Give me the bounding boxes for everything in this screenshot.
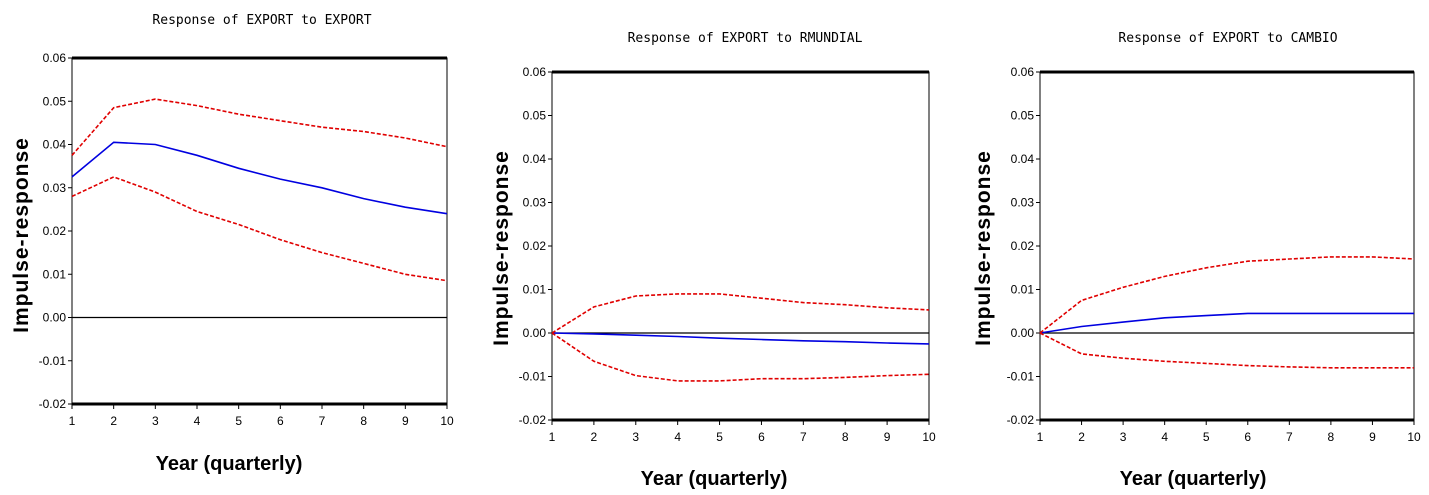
- x-tick-label: 5: [235, 414, 242, 428]
- chart-title: Response of EXPORT to EXPORT: [152, 13, 371, 28]
- chart-title: Response of EXPORT to CAMBIO: [1118, 31, 1337, 46]
- x-tick-label: 1: [69, 414, 76, 428]
- plot-area: 0.06 0.05 0.04 0.03 0.02 0.01 0.00 -0.01 -0.021 2…: [39, 51, 454, 428]
- y-tick-label: 0.00: [43, 311, 67, 325]
- upper-band-line: [1039, 256, 1415, 334]
- y-axis-label: Impulse-response: [490, 150, 513, 346]
- y-tick-label: 0.01: [523, 283, 547, 297]
- plot-frame: [551, 71, 930, 421]
- y-tick-label: 0.00: [523, 326, 547, 340]
- x-tick-label: 10: [1407, 430, 1421, 444]
- y-tick-label: 0.02: [523, 239, 547, 253]
- x-tick-label: 8: [360, 414, 367, 428]
- y-tick-label: 0.06: [43, 51, 67, 65]
- x-axis-label: Year (quarterly): [641, 468, 788, 490]
- y-tick-label: 0.01: [1011, 283, 1035, 297]
- y-tick-label: -0.01: [39, 354, 67, 368]
- x-tick-label: 3: [152, 414, 159, 428]
- plot-frame: [1039, 71, 1415, 421]
- lower-band-line: [551, 332, 930, 382]
- y-tick-label: 0.05: [43, 94, 67, 108]
- x-tick-label: 8: [842, 430, 849, 444]
- x-tick-label: 4: [194, 414, 201, 428]
- y-axis-label: Impulse-response: [10, 137, 33, 333]
- y-axis-label: Impulse-response: [972, 150, 995, 346]
- x-tick-label: 2: [591, 430, 598, 444]
- x-tick-label: 2: [1078, 430, 1085, 444]
- upper-band-line: [551, 293, 930, 334]
- y-tick-label: 0.06: [1011, 65, 1035, 79]
- y-tick-label: 0.05: [1011, 109, 1035, 123]
- y-tick-label: -0.02: [1007, 413, 1035, 427]
- y-tick-label: 0.06: [523, 65, 547, 79]
- chart-title: Response of EXPORT to RMUNDIAL: [628, 31, 863, 46]
- y-tick-label: -0.01: [519, 370, 547, 384]
- lower-band-line: [1039, 332, 1414, 369]
- x-tick-label: 10: [440, 414, 454, 428]
- x-tick-label: 9: [402, 414, 409, 428]
- x-tick-label: 3: [632, 430, 639, 444]
- x-tick-label: 1: [1037, 430, 1044, 444]
- x-tick-label: 6: [277, 414, 284, 428]
- y-tick-label: -0.01: [1007, 370, 1035, 384]
- y-tick-label: 0.04: [43, 138, 67, 152]
- y-tick-label: 0.03: [43, 181, 67, 195]
- y-tick-label: 0.04: [523, 152, 547, 166]
- response-line: [71, 141, 448, 215]
- x-tick-label: 6: [758, 430, 765, 444]
- panel-export-to-export: Response of EXPORT to EXPORT Impulse-res…: [10, 13, 454, 475]
- x-tick-label: 4: [1161, 430, 1168, 444]
- x-tick-label: 7: [800, 430, 807, 444]
- x-tick-label: 4: [674, 430, 681, 444]
- y-tick-label: 0.03: [1011, 196, 1035, 210]
- x-tick-label: 9: [1369, 430, 1376, 444]
- x-tick-label: 7: [1286, 430, 1293, 444]
- panel-export-to-rmundial: Response of EXPORT to RMUNDIAL Impulse-r…: [490, 31, 936, 490]
- y-tick-label: 0.04: [1011, 152, 1035, 166]
- y-tick-label: -0.02: [39, 397, 67, 411]
- x-tick-label: 2: [110, 414, 117, 428]
- x-tick-label: 8: [1328, 430, 1335, 444]
- response-line: [1039, 312, 1414, 334]
- x-tick-label: 1: [549, 430, 556, 444]
- x-tick-label: 5: [716, 430, 723, 444]
- x-axis-label: Year (quarterly): [156, 453, 303, 475]
- x-tick-label: 9: [884, 430, 891, 444]
- y-tick-label: -0.02: [519, 413, 547, 427]
- y-tick-label: 0.01: [43, 267, 67, 281]
- upper-band-line: [71, 98, 448, 156]
- lower-band-line: [71, 176, 448, 282]
- plot-frame: [71, 57, 448, 405]
- response-line: [551, 332, 930, 345]
- panel-export-to-cambio: Response of EXPORT to CAMBIO Impulse-res…: [972, 31, 1421, 490]
- x-tick-label: 6: [1244, 430, 1251, 444]
- x-tick-label: 7: [319, 414, 326, 428]
- y-tick-label: 0.02: [1011, 239, 1035, 253]
- x-tick-label: 3: [1120, 430, 1127, 444]
- y-tick-label: 0.02: [43, 224, 67, 238]
- plot-area: 0.06 0.05 0.04 0.03 0.02 0.01 0.00 -0.01 -0.021 2…: [1007, 65, 1421, 444]
- x-axis-label: Year (quarterly): [1120, 468, 1267, 490]
- y-tick-label: 0.00: [1011, 326, 1035, 340]
- x-tick-label: 10: [922, 430, 936, 444]
- plot-area: 0.06 0.05 0.04 0.03 0.02 0.01 0.00 -0.01 -0.021 2…: [519, 65, 936, 444]
- y-tick-label: 0.03: [523, 196, 547, 210]
- y-tick-label: 0.05: [523, 109, 547, 123]
- x-tick-label: 5: [1203, 430, 1210, 444]
